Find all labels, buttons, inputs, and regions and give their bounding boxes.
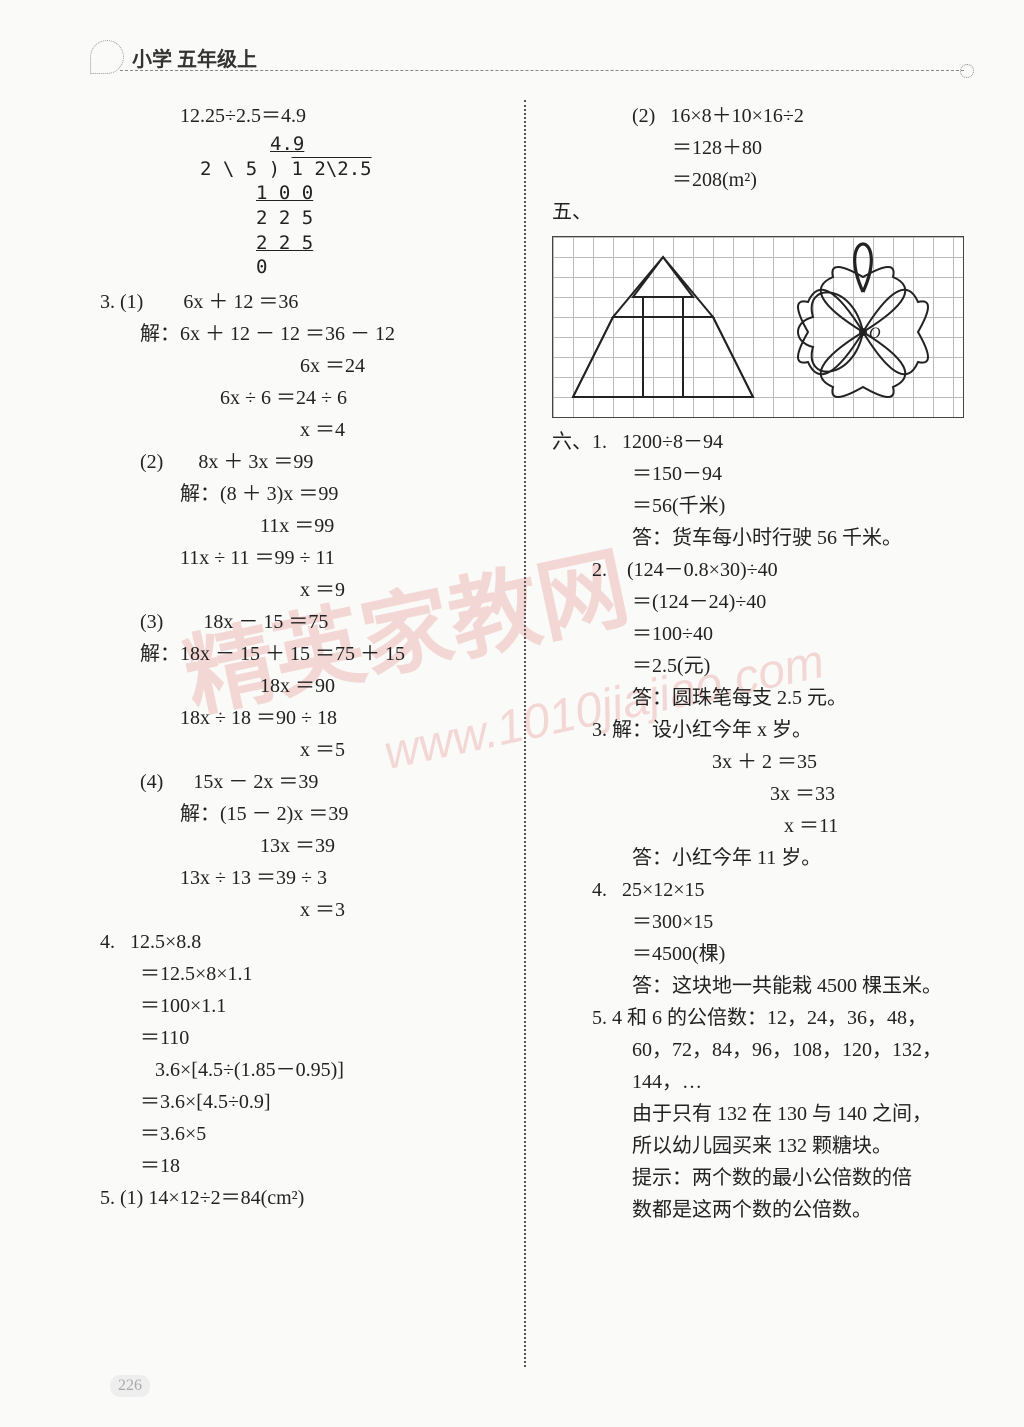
- expr: 18x ＝90: [100, 670, 508, 702]
- expr: 18x ÷ 18 ＝90 ÷ 18: [100, 702, 508, 734]
- expr: ＝56(千米): [552, 490, 964, 522]
- right-column: (2) 16×8＋10×16÷2 ＝128＋80 ＝208(m²) 五、: [526, 100, 964, 1367]
- expr: 144，…: [552, 1066, 964, 1098]
- expr: (3) 18x － 15 ＝75: [100, 606, 508, 638]
- expr: ＝(124－24)÷40: [552, 586, 964, 618]
- expr: ＝110: [100, 1022, 508, 1054]
- answer-text: 答：小红今年 11 岁。: [552, 842, 964, 874]
- header-ring-icon: [960, 64, 974, 78]
- expr: 12.5×8.8: [115, 931, 201, 953]
- expr: 11x ÷ 11 ＝99 ÷ 11: [100, 542, 508, 574]
- expr: 5. 4 和 6 的公倍数：12，24，36，48，: [552, 1002, 964, 1034]
- expr: (1) 14×12÷2＝84(cm²): [120, 1187, 304, 1209]
- answer-text: 答：圆珠笔每支 2.5 元。: [552, 682, 964, 714]
- expr: 所以幼儿园买来 132 颗糖块。: [552, 1130, 964, 1162]
- expr: ＝100÷40: [552, 618, 964, 650]
- expr: (4) 15x － 2x ＝39: [100, 766, 508, 798]
- expr: 4. 25×12×15: [552, 874, 964, 906]
- figure-grid: O: [552, 236, 964, 418]
- expr: x ＝11: [552, 810, 964, 842]
- answer-text: 答：这块地一共能栽 4500 棵玉米。: [552, 970, 964, 1002]
- expr: ＝4500(棵): [552, 938, 964, 970]
- page: 小学 五年级上 精英家教网 www.1010jiajiao.com 12.25÷…: [0, 0, 1024, 1427]
- expr: 60，72，84，96，108，120，132，: [552, 1034, 964, 1066]
- expr: x ＝3: [100, 894, 508, 926]
- expr: 11x ＝99: [100, 510, 508, 542]
- content-columns: 12.25÷2.5＝4.9 4.9 2 \ 5 ) 1 2\2.5 1 0 0 …: [100, 100, 964, 1367]
- expr: ＝300×15: [552, 906, 964, 938]
- expr: 2. (124－0.8×30)÷40: [552, 554, 964, 586]
- expr: ＝18: [100, 1150, 508, 1182]
- answer-text: 答：货车每小时行驶 56 千米。: [552, 522, 964, 554]
- hint-text: 数都是这两个数的公倍数。: [552, 1194, 964, 1226]
- expr: 3x ＋ 2 ＝35: [552, 746, 964, 778]
- expr: ＝208(m²): [552, 164, 964, 196]
- q-label: 4.: [100, 931, 115, 953]
- header-title: 小学 五年级上: [132, 43, 257, 72]
- expr: (2) 16×8＋10×16÷2: [552, 100, 964, 132]
- expr: 13x ＝39: [100, 830, 508, 862]
- expr: x ＝4: [100, 414, 508, 446]
- hint-text: 提示：两个数的最小公倍数的倍: [552, 1162, 964, 1194]
- ld-dividend: 1 2\2.5: [292, 158, 372, 180]
- expr: ＝12.5×8×1.1: [100, 958, 508, 990]
- figure-svg: O: [553, 237, 963, 417]
- q-label: 5.: [100, 1187, 115, 1209]
- expr: 3. 解：设小红今年 x 岁。: [552, 714, 964, 746]
- expr: ＝2.5(元): [552, 650, 964, 682]
- page-header: 小学 五年级上: [90, 40, 257, 74]
- q5: 5. (1) 14×12÷2＝84(cm²): [100, 1182, 508, 1214]
- expr: 12.25÷2.5＝4.9: [100, 100, 508, 132]
- expr: ＝128＋80: [552, 132, 964, 164]
- expr: 3.6×[4.5÷(1.85－0.95)]: [100, 1054, 508, 1086]
- expr: 解：18x － 15 ＋ 15 ＝75 ＋ 15: [100, 638, 508, 670]
- left-column: 12.25÷2.5＝4.9 4.9 2 \ 5 ) 1 2\2.5 1 0 0 …: [100, 100, 524, 1367]
- expr: x ＝5: [100, 734, 508, 766]
- ld-step: 2 2 5: [200, 206, 508, 231]
- ld-step: 2 2 5: [200, 231, 508, 256]
- ld-step: 1 0 0: [200, 181, 508, 206]
- q3-1a: 3. (1) 6x ＋ 12 ＝36: [100, 286, 508, 318]
- q4: 4. 12.5×8.8: [100, 926, 508, 958]
- sec6-1: 六、1. 1200÷8－94: [552, 426, 964, 458]
- header-rule: [120, 70, 964, 71]
- q-label: 六、1.: [552, 431, 607, 453]
- expr: 解：(8 ＋ 3)x ＝99: [100, 478, 508, 510]
- ld-row: 2 \ 5 ) 1 2\2.5: [200, 157, 508, 182]
- expr: 6x ＝24: [100, 350, 508, 382]
- expr: ＝100×1.1: [100, 990, 508, 1022]
- header-icon: [90, 40, 124, 74]
- ld-divisor: 2 \ 5: [200, 158, 257, 180]
- section-5-label: 五、: [552, 196, 964, 228]
- q-label: 3.: [100, 291, 115, 313]
- expr: 解：6x ＋ 12 － 12 ＝36 － 12: [100, 318, 508, 350]
- expr: 解：(15 － 2)x ＝39: [100, 798, 508, 830]
- expr: ＝3.6×5: [100, 1118, 508, 1150]
- expr: 13x ÷ 13 ＝39 ÷ 3: [100, 862, 508, 894]
- ld-quotient: 4.9: [200, 132, 508, 157]
- long-division: 4.9 2 \ 5 ) 1 2\2.5 1 0 0 2 2 5 2 2 5 0: [200, 132, 508, 280]
- expr: 6x ÷ 6 ＝24 ÷ 6: [100, 382, 508, 414]
- expr: ＝150－94: [552, 458, 964, 490]
- page-number: 226: [110, 1375, 150, 1397]
- expr: (1) 6x ＋ 12 ＝36: [120, 291, 298, 313]
- expr: ＝3.6×[4.5÷0.9]: [100, 1086, 508, 1118]
- expr: (2) 8x ＋ 3x ＝99: [100, 446, 508, 478]
- expr: x ＝9: [100, 574, 508, 606]
- expr: 1200÷8－94: [607, 431, 723, 453]
- expr: 由于只有 132 在 130 与 140 之间，: [552, 1098, 964, 1130]
- expr: 3x ＝33: [552, 778, 964, 810]
- ld-step: 0: [200, 255, 508, 280]
